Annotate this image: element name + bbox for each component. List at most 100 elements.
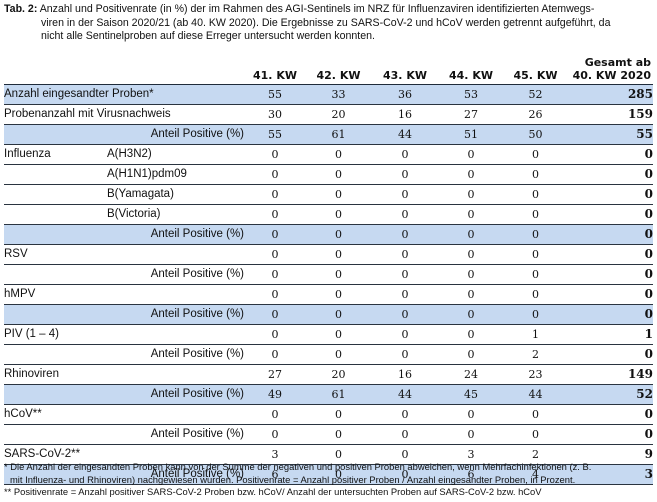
header-week: 43. KW bbox=[383, 69, 427, 82]
cell-value: 0 bbox=[401, 428, 409, 441]
table-row: Anteil Positive (%) 0 0 0 0 0 0 bbox=[4, 304, 653, 325]
cell-value: 51 bbox=[439, 124, 503, 145]
cell-value: 0 bbox=[467, 408, 475, 421]
cell-total: 0 bbox=[644, 287, 653, 301]
cell-value: 0 bbox=[271, 348, 279, 361]
cell-value: 0 bbox=[335, 448, 342, 461]
cell-value: 0 bbox=[401, 328, 409, 341]
row-label: SARS-CoV-2** bbox=[4, 448, 81, 460]
row-label: Influenza bbox=[4, 148, 51, 160]
caption-label: Tab. 2: bbox=[4, 3, 38, 15]
row-label: Anteil Positive (%) bbox=[4, 464, 244, 485]
cell-value: 20 bbox=[331, 108, 346, 121]
cell-total: 1 bbox=[644, 327, 653, 341]
row-label: Anteil Positive (%) bbox=[150, 348, 244, 360]
cell-value: 0 bbox=[467, 288, 475, 301]
cell-value: 3 bbox=[467, 448, 475, 461]
footnote-1-cont: mit Influenza- und Rhinoviren) nachgewie… bbox=[10, 473, 576, 485]
cell-value: 0 bbox=[532, 408, 539, 421]
cell-total: 0 bbox=[644, 167, 653, 181]
header-total-line-1: Gesamt ab bbox=[584, 56, 651, 69]
cell-value: 52 bbox=[503, 84, 568, 105]
cell-value: 0 bbox=[371, 464, 439, 485]
cell-value: 0 bbox=[467, 248, 475, 261]
cell-value: 0 bbox=[271, 408, 279, 421]
cell-value: 0 bbox=[401, 168, 409, 181]
cell-value: 0 bbox=[401, 188, 409, 201]
table-row: Influenza A(H3N2) 0 0 0 0 0 0 bbox=[4, 145, 653, 165]
row-sublabel: B(Yamagata) bbox=[107, 188, 174, 200]
cell-value: 0 bbox=[335, 288, 342, 301]
row-label: Probenanzahl mit Virusnachweis bbox=[4, 108, 171, 120]
cell-value: 49 bbox=[244, 384, 306, 405]
cell-value: 0 bbox=[401, 348, 409, 361]
cell-value: 53 bbox=[439, 84, 503, 105]
cell-value: 0 bbox=[335, 148, 342, 161]
header-empty bbox=[4, 44, 107, 85]
cell-value: 0 bbox=[467, 148, 475, 161]
table-row: B(Victoria) 0 0 0 0 0 0 bbox=[4, 205, 653, 225]
cell-value: 0 bbox=[271, 208, 279, 221]
table-row: Anteil Positive (%) 0 0 0 0 0 0 bbox=[4, 425, 653, 445]
cell-total: 55 bbox=[568, 124, 653, 145]
cell-value: 61 bbox=[306, 384, 371, 405]
cell-value: 44 bbox=[503, 384, 568, 405]
row-label: Anteil Positive (%) bbox=[4, 224, 244, 245]
cell-value: 0 bbox=[335, 408, 342, 421]
cell-value: 0 bbox=[244, 224, 306, 245]
cell-value: 0 bbox=[271, 168, 279, 181]
header-total-line-2: 40. KW 2020 bbox=[572, 69, 651, 82]
cell-value: 0 bbox=[503, 224, 568, 245]
cell-value: 1 bbox=[532, 328, 539, 341]
cell-total: 52 bbox=[568, 384, 653, 405]
cell-total: 0 bbox=[568, 224, 653, 245]
cell-value: 0 bbox=[401, 268, 409, 281]
caption-line-2: viren in der Saison 2020/21 (ab 40. KW 2… bbox=[41, 16, 611, 29]
cell-total: 0 bbox=[644, 267, 653, 281]
row-label: Rhinoviren bbox=[4, 368, 59, 380]
cell-value: 0 bbox=[401, 148, 409, 161]
cell-value: 0 bbox=[271, 288, 279, 301]
footnotes: * Die Anzahl der eingesandten Proben kan… bbox=[4, 461, 654, 499]
cell-value: 55 bbox=[244, 124, 306, 145]
header-total: Gesamt ab 40. KW 2020 bbox=[568, 44, 653, 85]
table-row: hCoV** 0 0 0 0 0 0 bbox=[4, 405, 653, 425]
table-caption: Tab. 2: Anzahl und Positivenrate (in %) … bbox=[4, 3, 652, 44]
cell-value: 45 bbox=[439, 384, 503, 405]
table-row: Probenanzahl mit Virusnachweis 30 20 16 27 26… bbox=[4, 105, 653, 125]
cell-value: 0 bbox=[401, 288, 409, 301]
cell-value: 26 bbox=[528, 108, 543, 121]
cell-total: 0 bbox=[644, 347, 653, 361]
cell-value: 0 bbox=[439, 304, 503, 325]
table-row: Anteil Positive (%) 6 0 0 6 4 3 bbox=[4, 464, 653, 485]
cell-total: 149 bbox=[627, 367, 653, 381]
table-row: Anteil Positive (%) 0 0 0 0 2 0 bbox=[4, 345, 653, 365]
table-body: Anzahl eingesandter Proben* 55 33 36 53 52 285… bbox=[4, 84, 653, 485]
caption-line-1: Tab. 2: Anzahl und Positivenrate (in %) … bbox=[4, 3, 652, 17]
data-table: 41. KW 42. KW 43. KW 44. KW 45. KW Gesam… bbox=[4, 44, 653, 485]
caption-text-1: Anzahl und Positivenrate (in %) der im R… bbox=[39, 3, 595, 15]
cell-value: 0 bbox=[467, 168, 475, 181]
table-row: Rhinoviren 27 20 16 24 23 149 bbox=[4, 365, 653, 385]
footnote-2: ** Positivenrate = Anzahl positiver SARS… bbox=[4, 486, 542, 497]
cell-value: 0 bbox=[401, 408, 409, 421]
row-label: Anteil Positive (%) bbox=[4, 304, 244, 325]
cell-value: 6 bbox=[439, 464, 503, 485]
cell-value: 0 bbox=[467, 428, 475, 441]
cell-value: 0 bbox=[271, 148, 279, 161]
cell-value: 0 bbox=[467, 348, 475, 361]
cell-value: 0 bbox=[306, 224, 371, 245]
cell-value: 2 bbox=[532, 448, 539, 461]
table-row: SARS-CoV-2** 3 0 0 3 2 9 bbox=[4, 445, 653, 465]
cell-value: 55 bbox=[244, 84, 306, 105]
cell-total: 9 bbox=[644, 447, 653, 461]
cell-value: 0 bbox=[467, 328, 475, 341]
footnote-1: * Die Anzahl der eingesandten Proben kan… bbox=[4, 461, 592, 472]
row-sublabel: A(H1N1)pdm09 bbox=[107, 168, 187, 180]
cell-value: 0 bbox=[306, 464, 371, 485]
table-row: Anteil Positive (%) 0 0 0 0 0 0 bbox=[4, 224, 653, 245]
cell-value: 3 bbox=[271, 448, 279, 461]
cell-value: 0 bbox=[401, 448, 409, 461]
cell-value: 20 bbox=[331, 368, 346, 381]
cell-value: 0 bbox=[371, 304, 439, 325]
